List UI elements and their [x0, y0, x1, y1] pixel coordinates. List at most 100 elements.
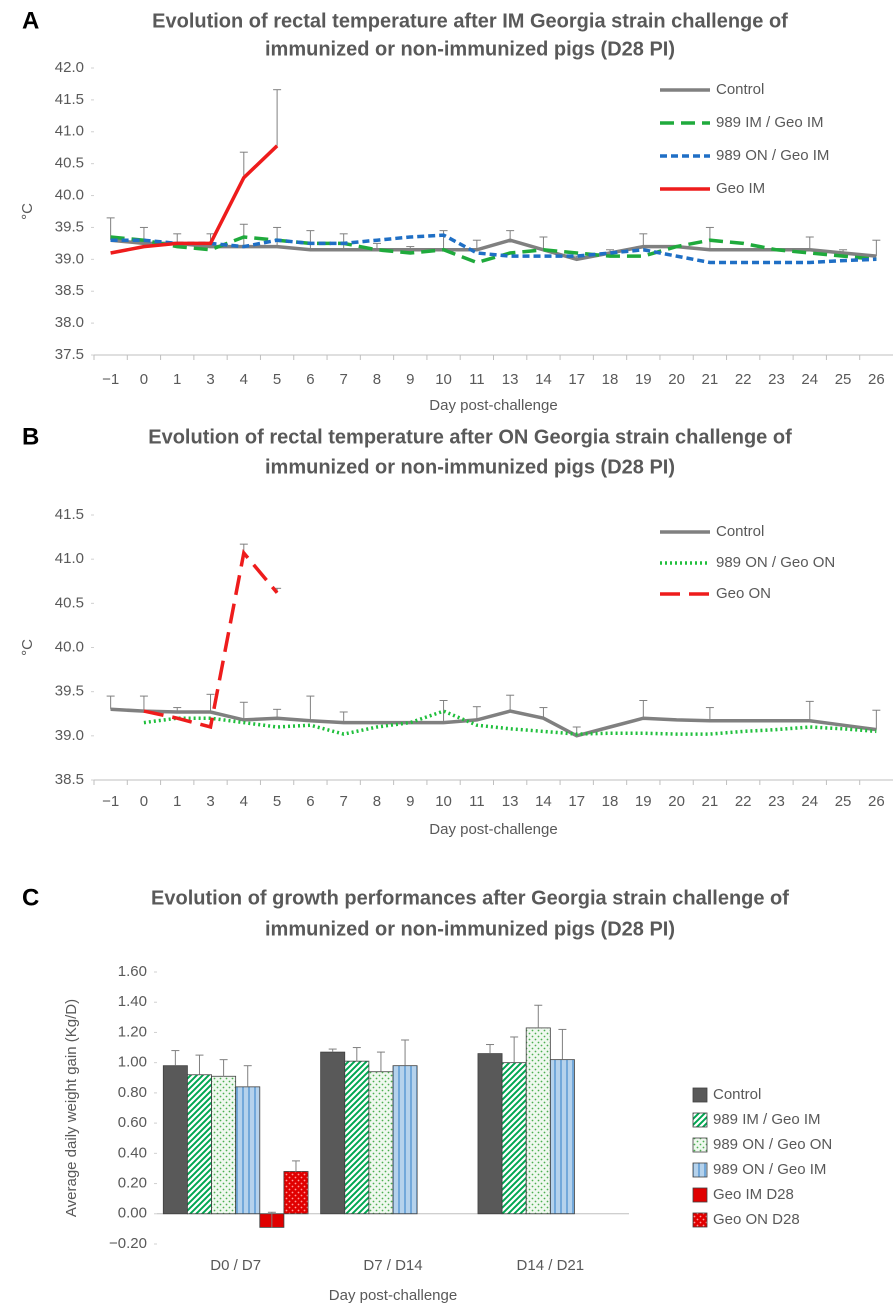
error-bar [472, 706, 481, 720]
legend-label: Geo ON D28 [713, 1211, 800, 1228]
x-axis-label: Day post-challenge [429, 397, 557, 414]
x-tick-label: 20 [668, 793, 685, 810]
x-tick-label: 17 [568, 793, 585, 810]
panel-label: B [22, 423, 39, 450]
error-bar [171, 1050, 180, 1066]
x-tick-label: 22 [735, 793, 752, 810]
legend-swatch [692, 1137, 708, 1153]
y-tick-label: 40.0 [55, 187, 84, 204]
y-tick-label: 0.00 [118, 1205, 147, 1222]
x-tick-label: 19 [635, 371, 652, 388]
x-tick-label: 25 [835, 371, 852, 388]
bar [525, 1027, 551, 1215]
legend-label: 989 IM / Geo IM [716, 114, 824, 131]
bar [320, 1051, 346, 1215]
error-bar [267, 1211, 276, 1228]
y-tick-label: 39.5 [55, 683, 84, 700]
bar [392, 1065, 418, 1215]
error-bar [705, 707, 714, 721]
x-tick-label: 6 [306, 793, 314, 810]
chart-title: immunized or non-immunized pigs (D28 PI) [265, 456, 675, 478]
x-tick-label: 11 [469, 793, 485, 810]
legend-swatch [692, 1162, 708, 1178]
error-bar [195, 1054, 204, 1075]
error-bar [291, 1160, 300, 1172]
x-tick-label: 26 [868, 793, 885, 810]
legend-swatch [692, 1212, 708, 1228]
x-tick-label: 6 [306, 371, 314, 388]
x-tick-label: 7 [340, 793, 348, 810]
error-bar [139, 695, 148, 712]
bar [211, 1075, 237, 1215]
error-bar [439, 700, 448, 723]
chart-title: immunized or non-immunized pigs (D28 PI) [265, 918, 675, 940]
x-tick-label: 1 [173, 793, 181, 810]
error-bar [273, 226, 282, 247]
x-tick-label: 5 [273, 793, 281, 810]
x-tick-label: 0 [140, 371, 148, 388]
chart-title: Evolution of rectal temperature after ON… [148, 426, 792, 448]
x-tick-label: 24 [801, 371, 818, 388]
error-bar [506, 694, 515, 712]
x-tick-label: D7 / D14 [363, 1257, 422, 1274]
error-bar [219, 1059, 228, 1077]
legend-swatch [692, 1112, 708, 1128]
y-tick-label: 41.0 [55, 550, 84, 567]
error-bar [106, 217, 115, 241]
bar [162, 1065, 188, 1215]
y-tick-label: 40.0 [55, 638, 84, 655]
error-bar [239, 701, 248, 720]
legend-swatch [692, 1187, 708, 1203]
x-tick-label: 17 [568, 371, 585, 388]
y-tick-label: 1.20 [118, 1023, 147, 1040]
bar [549, 1059, 575, 1215]
x-tick-label: 3 [206, 371, 214, 388]
error-bar [486, 1044, 495, 1054]
series-line [143, 549, 279, 730]
bar [477, 1053, 503, 1215]
series-line [110, 233, 877, 265]
y-tick-label: 0.20 [118, 1175, 147, 1192]
error-bar [243, 1065, 252, 1087]
y-tick-label: 0.40 [118, 1144, 147, 1161]
x-tick-label: 9 [406, 793, 414, 810]
x-tick-label: 26 [868, 371, 885, 388]
legend-label: 989 ON / Geo ON [716, 554, 835, 571]
y-axis-label: °C [19, 639, 36, 656]
series-line [110, 707, 877, 738]
legend-label: Geo IM [716, 180, 765, 197]
y-tick-label: 42.0 [55, 59, 84, 76]
x-tick-label: 7 [340, 371, 348, 388]
legend-swatch [692, 1087, 708, 1103]
y-tick-label: 0.80 [118, 1084, 147, 1101]
x-tick-label: D14 / D21 [517, 1257, 585, 1274]
y-tick-label: 1.00 [118, 1054, 147, 1071]
x-tick-label: 21 [702, 371, 719, 388]
y-tick-label: 0.60 [118, 1114, 147, 1131]
x-tick-label: 9 [406, 371, 414, 388]
x-tick-label: −1 [102, 793, 119, 810]
x-tick-label: 20 [668, 371, 685, 388]
chart-title: Evolution of rectal temperature after IM… [152, 10, 788, 32]
x-tick-label: −1 [102, 371, 119, 388]
error-bar [352, 1047, 361, 1062]
y-tick-label: 41.0 [55, 123, 84, 140]
chart-title: immunized or non-immunized pigs (D28 PI) [265, 38, 675, 60]
bar [235, 1086, 261, 1215]
legend-label: Control [716, 81, 764, 98]
x-tick-label: 18 [602, 793, 619, 810]
x-tick-label: 13 [502, 371, 519, 388]
y-tick-label: 39.0 [55, 727, 84, 744]
x-axis-label: Day post-challenge [429, 821, 557, 838]
x-tick-label: 21 [702, 793, 719, 810]
error-bar [401, 1039, 410, 1066]
legend-label: 989 ON / Geo IM [713, 1161, 826, 1178]
x-tick-label: 1 [173, 371, 181, 388]
x-tick-label: 8 [373, 371, 381, 388]
error-bar [539, 707, 548, 719]
y-tick-label: 38.0 [55, 314, 84, 331]
error-bar [206, 693, 215, 712]
y-tick-label: 40.5 [55, 594, 84, 611]
x-tick-label: 10 [435, 371, 452, 388]
